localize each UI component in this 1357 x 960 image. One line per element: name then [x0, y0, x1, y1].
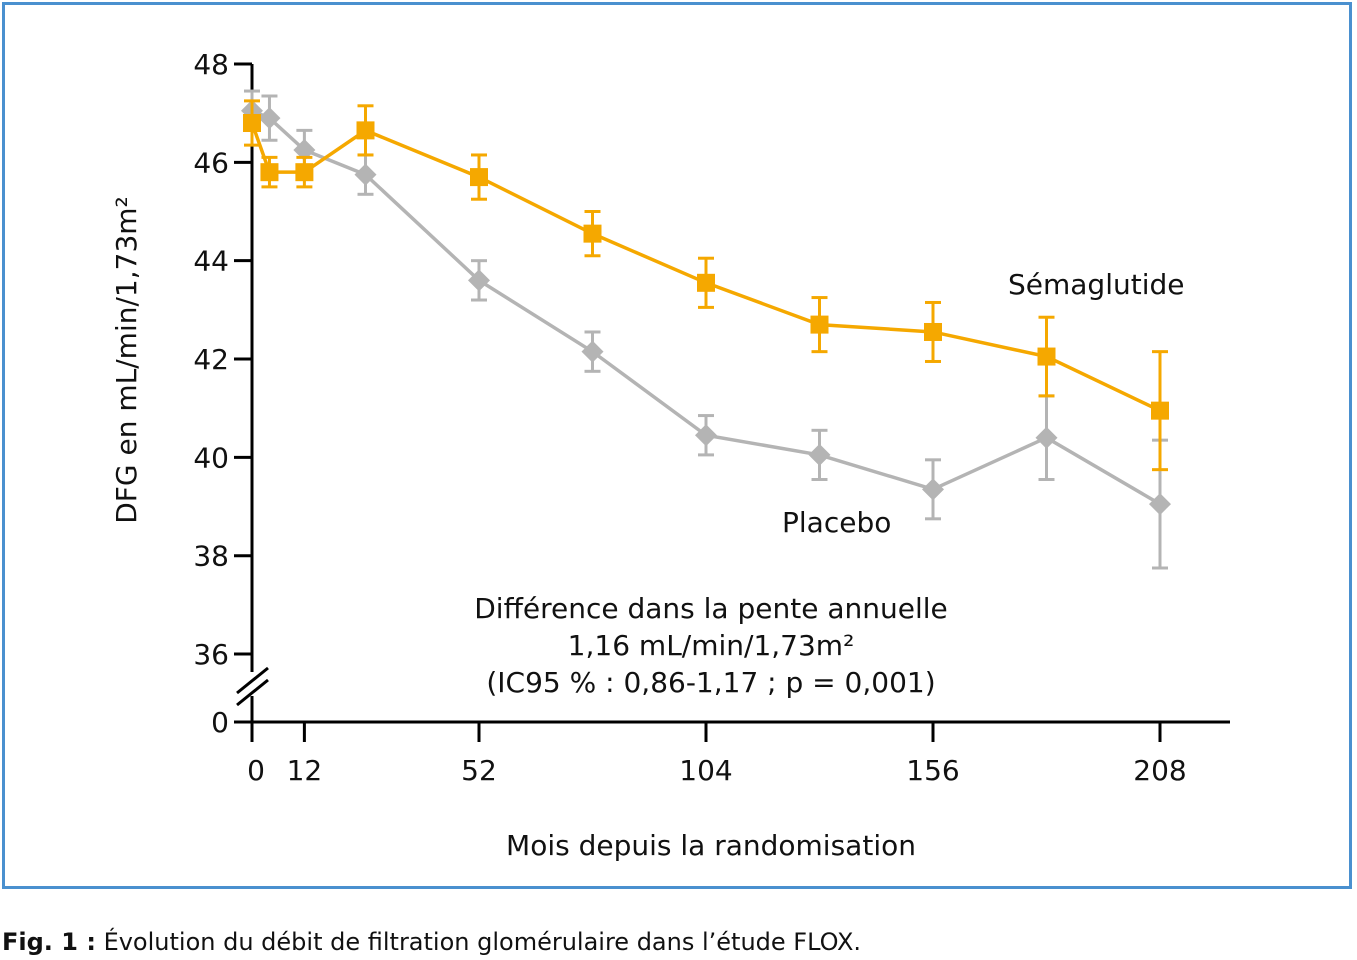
data-point — [1035, 426, 1058, 449]
x-tick-label: 156 — [906, 754, 959, 787]
data-point — [697, 273, 715, 292]
x-tick-label: 52 — [461, 754, 497, 787]
data-point — [924, 322, 942, 341]
data-point — [468, 269, 490, 292]
y-axis-label: DFG en mL/min/1,73m² — [110, 196, 143, 524]
data-point — [583, 224, 602, 243]
series-semaglutide — [243, 99, 1169, 472]
data-point — [808, 443, 831, 466]
data-point — [295, 163, 314, 182]
figure-frame — [2, 2, 1352, 889]
annotation-line-2: 1,16 mL/min/1,73m² — [568, 629, 855, 662]
data-point — [581, 340, 604, 363]
y-tick-label: 36 — [193, 638, 229, 671]
y-tick-label: 46 — [193, 146, 229, 179]
data-point — [293, 139, 316, 162]
axis-break-mark — [236, 678, 269, 707]
x-tick-label: 0 — [247, 754, 265, 787]
y-tick-label: 42 — [193, 343, 229, 376]
x-tick-label: 208 — [1133, 754, 1186, 787]
data-point — [1151, 401, 1169, 420]
caption-label: Fig. 1 : — [2, 928, 96, 956]
axes: 36 38 40 42 44 46 48 00 12 52 104 156 208 — [193, 48, 1230, 787]
y-tick-label: 44 — [193, 245, 229, 278]
x-tick-label: 104 — [679, 754, 732, 787]
y-tick-label: 38 — [193, 540, 229, 573]
y-tick-label: 48 — [193, 48, 229, 81]
series-group — [241, 89, 1171, 570]
data-point — [243, 114, 261, 133]
axis-break-mark — [236, 666, 269, 695]
data-point — [922, 478, 944, 501]
y-tick-label: 40 — [193, 441, 229, 474]
y-tick-label: 0 — [211, 706, 229, 739]
data-point — [695, 424, 717, 447]
series-label-placebo: Placebo — [782, 506, 891, 539]
caption-text: Évolution du débit de filtration gloméru… — [95, 928, 862, 956]
series-placebo — [241, 89, 1171, 570]
x-tick-label: 12 — [287, 754, 323, 787]
x-axis-label: Mois depuis la randomisation — [506, 829, 916, 862]
annotation-line-3: (IC95 % : 0,86-1,17 ; p = 0,001) — [486, 666, 935, 699]
series-label-semaglutide: Sémaglutide — [1008, 268, 1185, 301]
data-point — [810, 315, 829, 334]
data-point — [356, 121, 375, 140]
data-point — [1149, 493, 1171, 516]
annotation-line-1: Différence dans la pente annuelle — [474, 592, 948, 625]
figure-caption: Fig. 1 : Évolution du débit de filtratio… — [2, 928, 861, 956]
data-point — [354, 163, 377, 186]
data-point — [470, 168, 488, 187]
data-point — [258, 107, 281, 130]
data-point — [1037, 347, 1056, 366]
data-point — [260, 163, 279, 182]
